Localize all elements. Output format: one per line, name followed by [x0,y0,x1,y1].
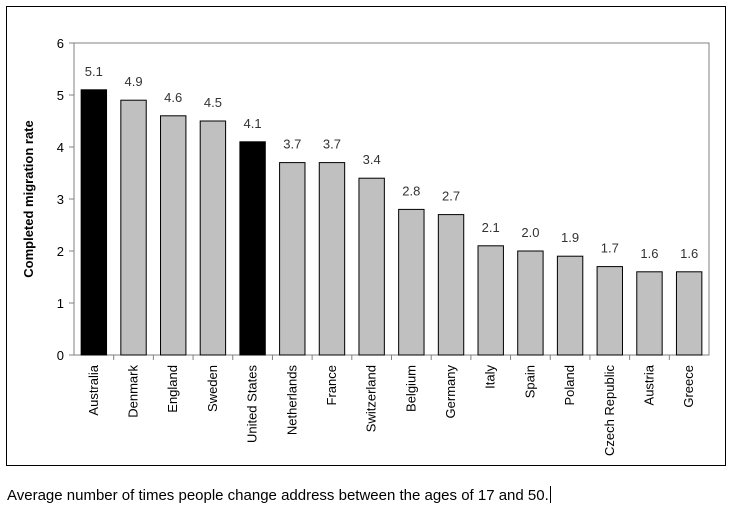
y-tick-label: 1 [57,296,64,311]
bar-australia [80,89,108,356]
chart-caption: Average number of times people change ad… [7,486,551,504]
data-label: 1.9 [561,230,579,245]
x-tick-label: Austria [641,364,656,405]
data-label: 4.6 [164,90,182,105]
x-tick-label: Italy [483,365,498,389]
data-label: 4.1 [244,116,262,131]
x-tick-label: United States [245,365,260,444]
data-label: 1.6 [640,246,658,261]
bar-germany [437,214,465,356]
data-label: 4.5 [204,95,222,110]
data-label: 2.7 [442,189,460,204]
bar-italy [477,245,504,356]
data-label: 5.1 [85,64,103,79]
x-tick-label: Greece [681,365,696,408]
x-tick-label: France [324,365,339,405]
bar-france [318,162,346,356]
x-tick-label: Australia [86,364,101,415]
data-label: 3.7 [323,137,341,152]
chart-frame: 0 1 2 3 4 5 6 Completed migration rate 5.1 Austra… [6,6,726,466]
data-label: 3.7 [283,137,301,152]
text-cursor [549,486,551,503]
y-tick-label: 0 [57,348,64,363]
bar-england [160,115,187,356]
x-tick-label: Belgium [403,365,418,412]
bar-poland [556,255,584,356]
y-tick-label: 5 [57,88,64,103]
data-label: 4.9 [124,74,142,89]
bar-belgium [398,208,425,356]
x-tick-label: Germany [443,365,458,419]
data-label: 2.8 [402,183,420,198]
data-label: 2.0 [521,225,539,240]
x-tick-label: Spain [522,365,537,398]
x-tick-label: Czech Republic [602,365,617,457]
caption-text: Average number of times people change ad… [7,487,549,504]
bar-denmark [120,99,147,356]
data-label: 1.6 [680,246,698,261]
bar-spain [517,250,544,356]
y-tick-label: 2 [57,244,64,259]
y-tick-label: 4 [57,140,64,155]
bar-netherlands [279,162,306,356]
bar-chart: 0 1 2 3 4 5 6 Completed migration rate 5.1 Austra… [21,36,710,457]
x-tick-label: England [165,365,180,413]
y-tick-label: 6 [57,36,64,51]
bar-sweden [199,120,227,356]
y-axis-label: Completed migration rate [21,120,36,277]
data-label: 3.4 [363,152,381,167]
data-label: 2.1 [482,220,500,235]
data-label: 1.7 [601,241,619,256]
bar-united-states [239,141,266,356]
x-tick-label: Switzerland [364,365,379,432]
x-tick-label: Sweden [205,365,220,412]
bar-austria [636,271,663,356]
bar-greece [675,271,703,356]
x-tick-label: Netherlands [284,365,299,436]
x-tick-label: Poland [562,365,577,405]
bar-czech-republic [596,266,623,356]
y-tick-label: 3 [57,192,64,207]
x-tick-label: Denmark [126,365,141,418]
bar-switzerland [358,177,385,356]
